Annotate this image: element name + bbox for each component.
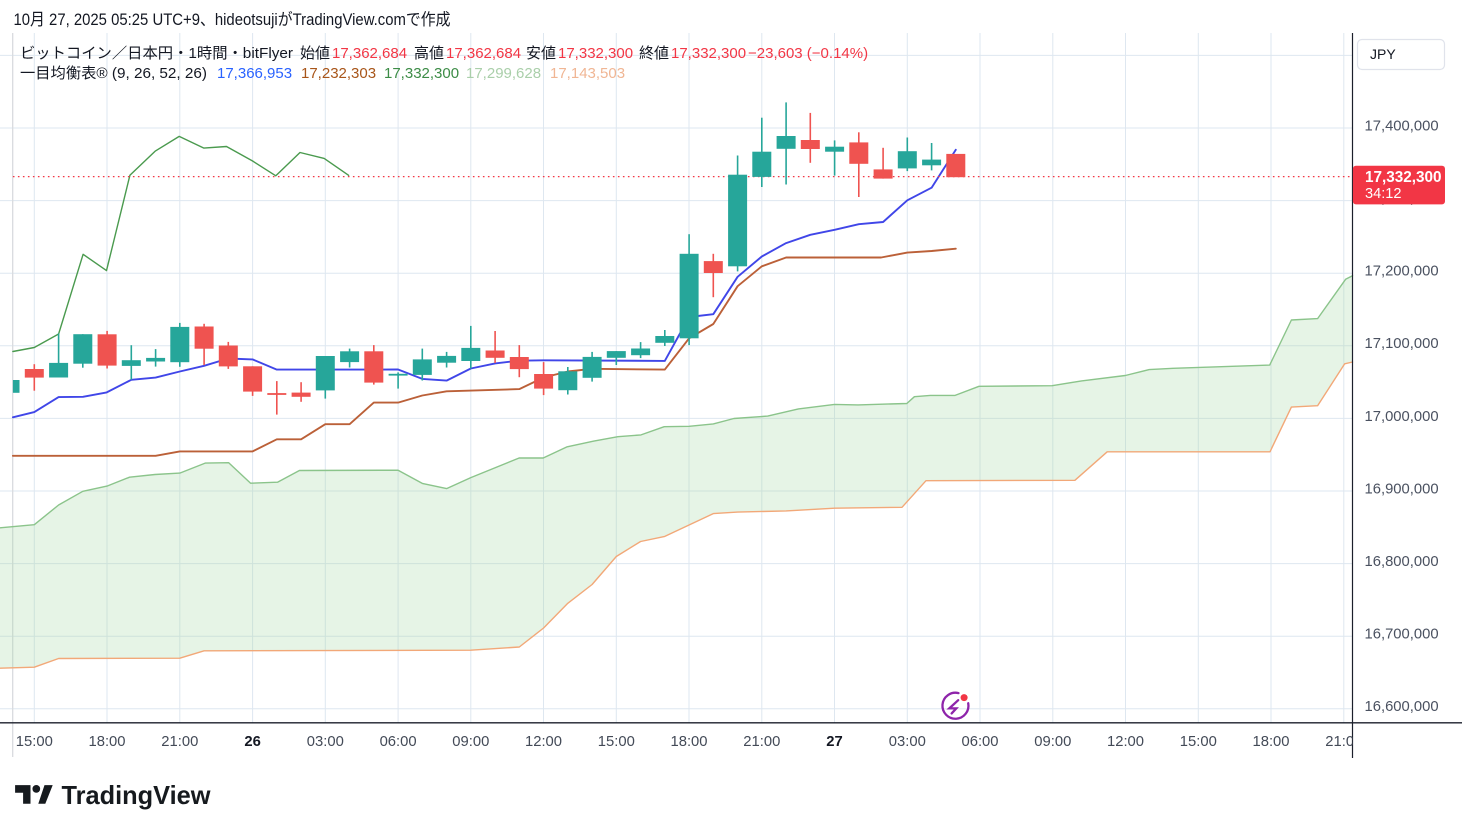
svg-text:15:00: 15:00 bbox=[1180, 734, 1217, 750]
svg-text:06:00: 06:00 bbox=[380, 734, 417, 750]
svg-text:17,100,000: 17,100,000 bbox=[1365, 336, 1439, 352]
svg-text:16,800,000: 16,800,000 bbox=[1365, 554, 1439, 570]
svg-text:34:12: 34:12 bbox=[1365, 186, 1402, 202]
svg-text:16,700,000: 16,700,000 bbox=[1365, 627, 1439, 643]
svg-text:09:00: 09:00 bbox=[452, 734, 489, 750]
svg-text:26: 26 bbox=[244, 734, 260, 750]
svg-text:17,332,300: 17,332,300 bbox=[1365, 169, 1442, 186]
svg-text:27: 27 bbox=[826, 734, 842, 750]
svg-text:12:00: 12:00 bbox=[1107, 734, 1144, 750]
svg-text:17,000,000: 17,000,000 bbox=[1365, 409, 1439, 425]
svg-text:18:00: 18:00 bbox=[88, 734, 125, 750]
svg-text:TradingView: TradingView bbox=[62, 782, 211, 810]
svg-text:06:00: 06:00 bbox=[961, 734, 998, 750]
svg-text:15:00: 15:00 bbox=[598, 734, 635, 750]
svg-text:16,600,000: 16,600,000 bbox=[1365, 699, 1439, 715]
svg-text:一目均衡表® (9, 26, 52, 26)17,366,9: 一目均衡表® (9, 26, 52, 26) 17,366,953 17,232,3… bbox=[20, 65, 625, 82]
svg-text:17,200,000: 17,200,000 bbox=[1365, 264, 1439, 280]
svg-text:21:00: 21:00 bbox=[161, 734, 198, 750]
svg-text:21:00: 21:00 bbox=[1325, 734, 1362, 750]
svg-text:10月 27, 2025 05:25 UTC+9、hideo: 10月 27, 2025 05:25 UTC+9、hideotsujiがTrad… bbox=[14, 10, 451, 29]
svg-text:03:00: 03:00 bbox=[307, 734, 344, 750]
svg-text:18:00: 18:00 bbox=[1252, 734, 1289, 750]
svg-text:12:00: 12:00 bbox=[525, 734, 562, 750]
svg-text:21:00: 21:00 bbox=[743, 734, 780, 750]
svg-text:JPY: JPY bbox=[1370, 46, 1396, 62]
svg-text:17,400,000: 17,400,000 bbox=[1365, 118, 1439, 134]
svg-text:03:00: 03:00 bbox=[889, 734, 926, 750]
svg-text:09:00: 09:00 bbox=[1034, 734, 1071, 750]
svg-text:16,900,000: 16,900,000 bbox=[1365, 481, 1439, 497]
svg-text:18:00: 18:00 bbox=[670, 734, 707, 750]
svg-text:15:00: 15:00 bbox=[16, 734, 53, 750]
